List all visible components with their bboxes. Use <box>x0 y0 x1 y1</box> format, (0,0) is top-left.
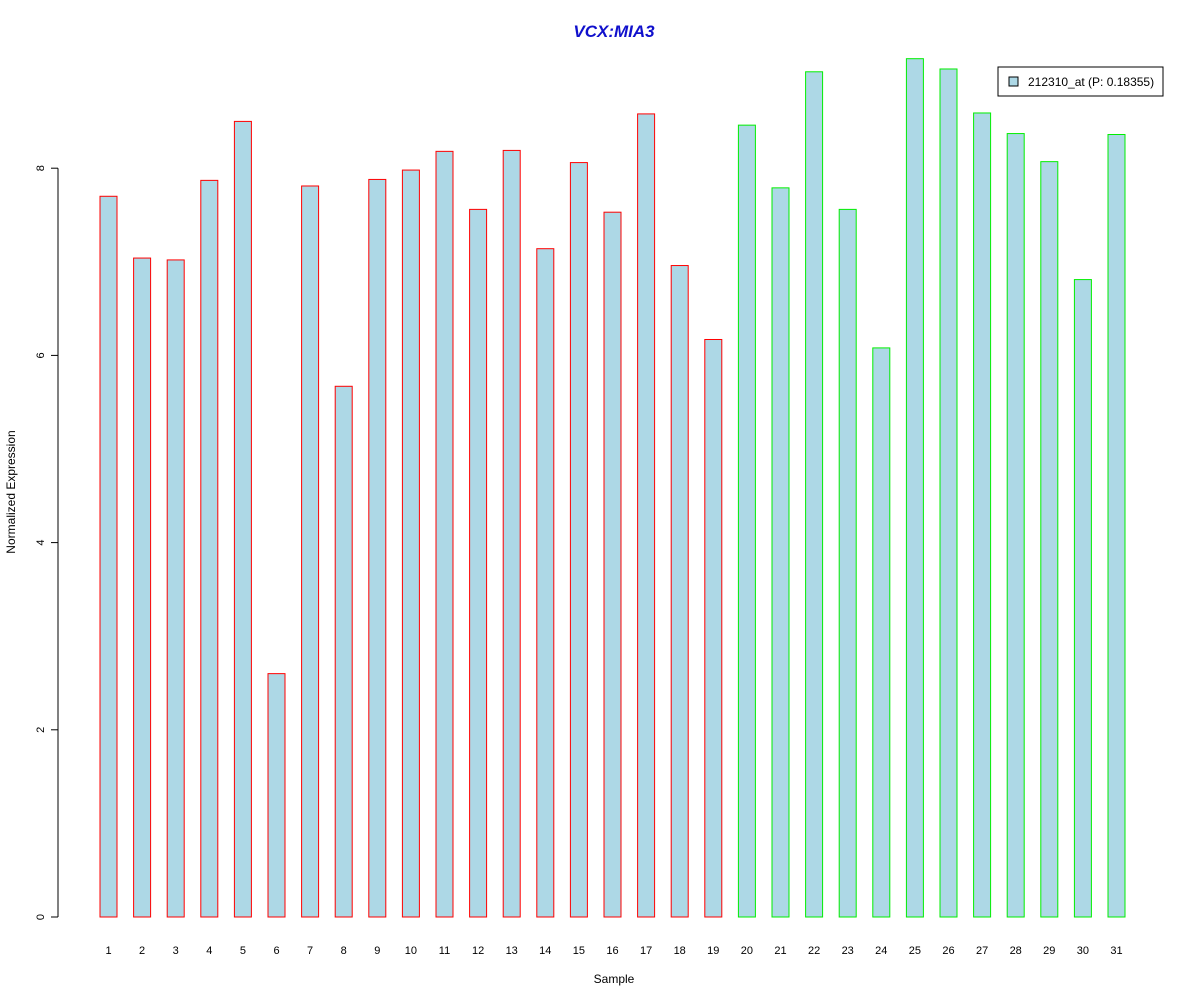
y-tick-label: 8 <box>35 165 47 171</box>
y-tick-label: 0 <box>35 914 47 920</box>
x-tick-label: 23 <box>842 945 854 957</box>
bar-sample-7 <box>301 185 320 918</box>
x-tick-label: 19 <box>707 945 719 957</box>
x-tick-label: 5 <box>240 945 246 957</box>
x-tick-label: 28 <box>1010 945 1022 957</box>
bar-sample-24 <box>872 347 891 918</box>
x-tick-label: 10 <box>405 945 417 957</box>
bar-sample-16 <box>603 211 622 918</box>
x-tick-label: 2 <box>139 945 145 957</box>
bar-sample-23 <box>838 208 857 918</box>
x-tick-label: 24 <box>875 945 887 957</box>
x-tick-label: 1 <box>105 945 111 957</box>
bar-sample-28 <box>1006 133 1025 918</box>
bar-sample-21 <box>771 187 790 918</box>
x-tick-label: 21 <box>774 945 786 957</box>
bar-sample-9 <box>368 178 387 918</box>
bar-sample-1 <box>99 195 118 918</box>
legend-label: 212310_at (P: 0.18355) <box>1028 75 1154 89</box>
bar-sample-8 <box>334 385 353 918</box>
x-tick-label: 25 <box>909 945 921 957</box>
bar-sample-19 <box>704 338 723 918</box>
x-tick-label: 15 <box>573 945 585 957</box>
x-tick-label: 13 <box>506 945 518 957</box>
bar-sample-31 <box>1107 134 1126 918</box>
legend: 212310_at (P: 0.18355) <box>997 66 1164 97</box>
y-tick-label: 4 <box>35 540 47 546</box>
bar-sample-13 <box>502 149 521 918</box>
bar-sample-6 <box>267 673 286 918</box>
bar-sample-5 <box>233 120 252 918</box>
x-tick-label: 14 <box>539 945 551 957</box>
x-tick-label: 3 <box>173 945 179 957</box>
x-tick-label: 27 <box>976 945 988 957</box>
y-tick-label: 2 <box>35 727 47 733</box>
bar-sample-11 <box>435 150 454 918</box>
x-tick-label: 18 <box>674 945 686 957</box>
bar-sample-20 <box>737 124 756 918</box>
x-axis-title: Sample <box>594 972 635 986</box>
x-tick-label: 26 <box>942 945 954 957</box>
y-axis: 0 2 4 6 8 <box>35 165 59 920</box>
x-tick-label: 30 <box>1077 945 1089 957</box>
x-tick-label: 31 <box>1110 945 1122 957</box>
bar-sample-12 <box>469 208 488 918</box>
bar-sample-25 <box>905 58 924 918</box>
bar-sample-18 <box>670 265 689 918</box>
x-tick-label: 6 <box>273 945 279 957</box>
bar-sample-3 <box>166 259 185 918</box>
x-tick-label: 8 <box>341 945 347 957</box>
chart-title: VCX:MIA3 <box>573 22 655 41</box>
x-tick-label: 29 <box>1043 945 1055 957</box>
bar-sample-10 <box>401 169 420 918</box>
bar-sample-14 <box>536 248 555 918</box>
bars-group <box>99 58 1126 918</box>
bar-sample-15 <box>569 162 588 918</box>
x-tick-label: 20 <box>741 945 753 957</box>
legend-box <box>997 66 1164 97</box>
x-tick-labels: 1 2 3 4 5 6 7 8 9 10 11 12 13 14 15 16 17 18 19 20 21 22 23 24 2… <box>105 945 1122 957</box>
x-tick-label: 4 <box>206 945 212 957</box>
x-tick-label: 11 <box>439 945 450 957</box>
bar-sample-26 <box>939 68 958 918</box>
bar-sample-30 <box>1073 279 1092 918</box>
bar-sample-29 <box>1040 161 1059 918</box>
x-tick-label: 9 <box>374 945 380 957</box>
y-tick-label: 6 <box>35 352 47 358</box>
bar-sample-2 <box>133 257 152 918</box>
x-tick-label: 12 <box>472 945 484 957</box>
bar-sample-4 <box>200 179 219 918</box>
x-tick-label: 22 <box>808 945 820 957</box>
y-axis-title: Normalized Expression <box>4 430 18 553</box>
x-tick-label: 17 <box>640 945 652 957</box>
bar-sample-22 <box>805 71 824 918</box>
bar-sample-17 <box>637 113 656 918</box>
x-tick-label: 16 <box>606 945 618 957</box>
legend-swatch <box>1008 76 1019 87</box>
bar-sample-27 <box>973 112 992 918</box>
x-tick-label: 7 <box>307 945 313 957</box>
